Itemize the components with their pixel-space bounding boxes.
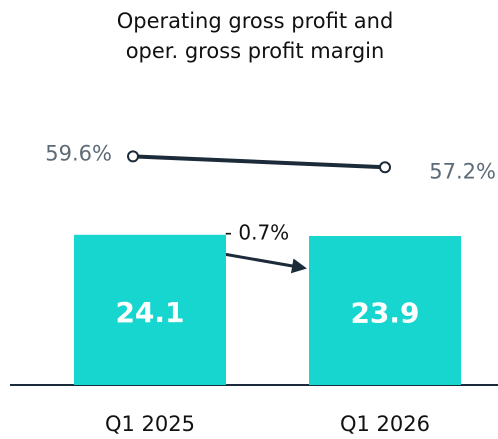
chart-title: oper. gross profit margin <box>126 39 385 63</box>
bar-value-label: 24.1 <box>115 296 184 329</box>
margin-point <box>379 161 391 174</box>
bar-value-label: 23.9 <box>350 297 419 330</box>
margin-line <box>132 154 386 170</box>
bar <box>309 236 461 385</box>
bar <box>74 234 226 385</box>
margin-label: 57.2% <box>429 159 496 183</box>
x-tick-label: Q1 2025 <box>105 412 195 436</box>
change-arrow <box>211 250 307 274</box>
x-tick-label: Q1 2026 <box>340 412 430 436</box>
margin-label: 59.6% <box>45 141 112 165</box>
margin-point <box>127 150 139 163</box>
chart-title: Operating gross profit and <box>117 9 394 33</box>
annotation: - 0.7% <box>225 221 289 245</box>
